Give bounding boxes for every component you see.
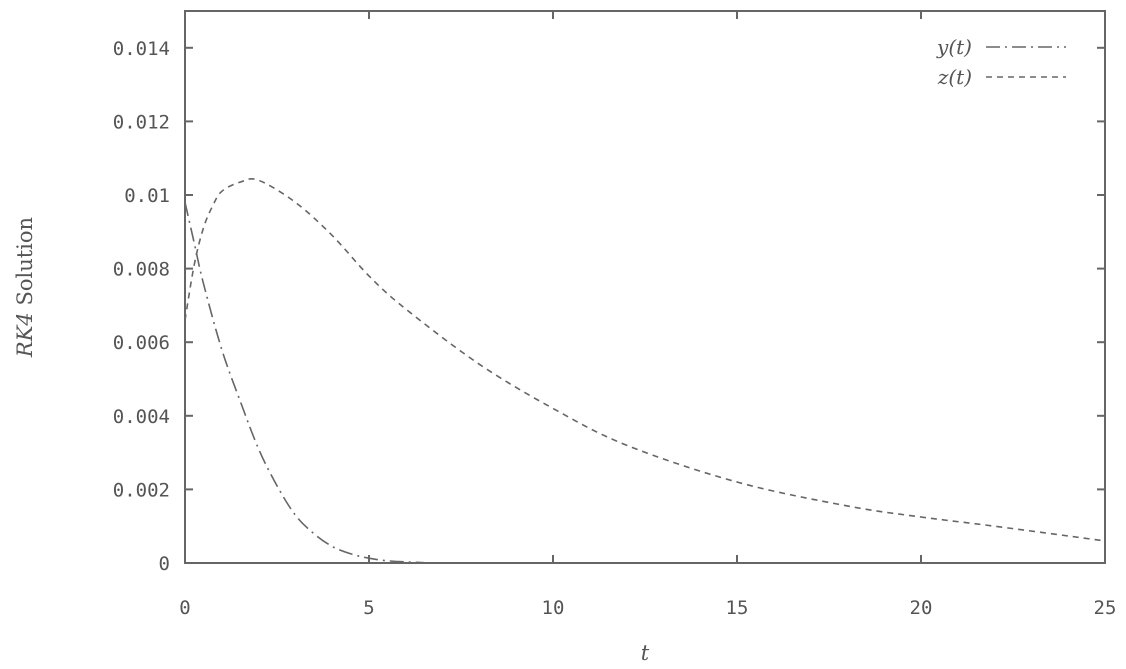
y-tick-label-7: 0.014 [113, 38, 170, 60]
legend-label-0: y(t) [936, 35, 972, 59]
y-tick-label-1: 0.002 [113, 479, 170, 501]
x-axis-label: t [641, 641, 650, 665]
y-axis-label: RK4 Solution [13, 217, 37, 358]
y-axis-label-rest: Solution [13, 217, 37, 312]
x-axis: 0 5 10 15 20 25 [179, 11, 1116, 619]
x-tick-label-1: 5 [363, 597, 374, 619]
y-axis-label-italic: RK4 [13, 312, 37, 358]
y-tick-label-3: 0.006 [113, 332, 170, 354]
y-tick-label-4: 0.008 [113, 259, 170, 281]
y-tick-label-2: 0.004 [113, 406, 170, 428]
x-tick-label-5: 25 [1094, 597, 1117, 619]
y-tick-label-0: 0 [159, 553, 170, 575]
plot-frame [184, 10, 1106, 564]
legend: y(t) z(t) [936, 35, 1066, 89]
x-tick-label-2: 10 [542, 597, 565, 619]
x-tick-label-3: 15 [726, 597, 749, 619]
y-axis: 0 0.002 0.004 0.006 0.008 0.01 0.012 0.014 [113, 38, 1105, 575]
x-tick-label-0: 0 [179, 597, 190, 619]
x-tick-label-4: 20 [910, 597, 933, 619]
legend-label-1: z(t) [937, 65, 972, 89]
y-tick-label-6: 0.012 [113, 111, 170, 133]
series-line-1 [184, 178, 1106, 542]
series-group [184, 178, 1106, 564]
y-tick-label-5: 0.01 [124, 185, 170, 207]
